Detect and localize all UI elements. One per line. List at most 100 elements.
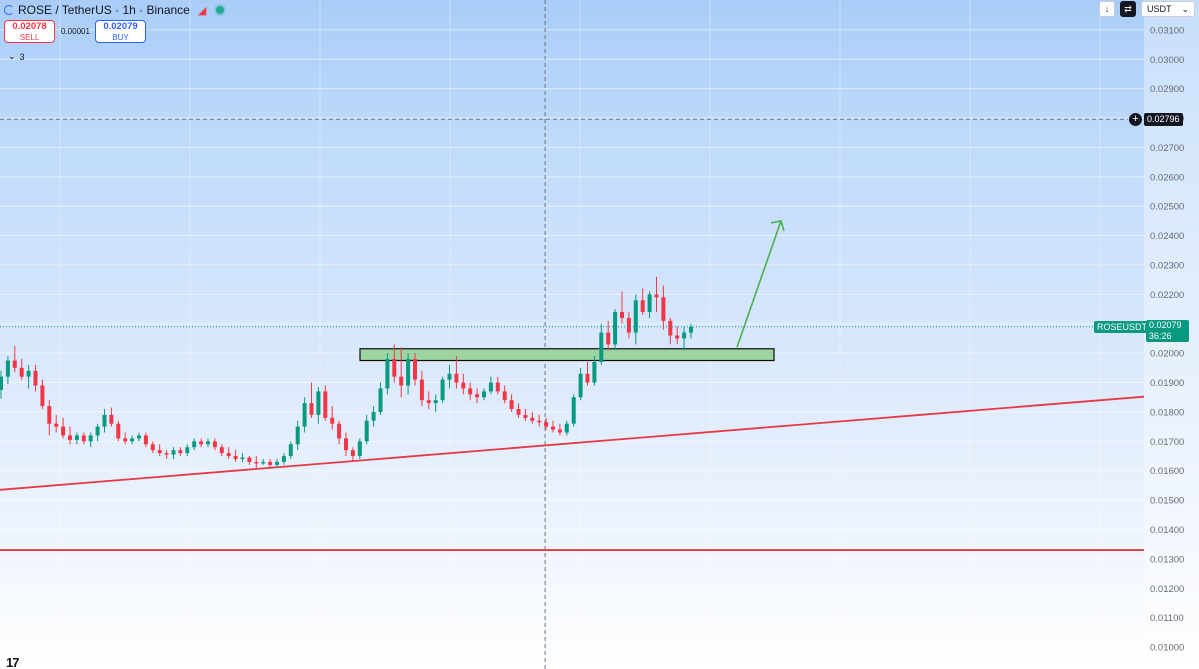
pair-label: ROSEUSDT bbox=[1094, 320, 1151, 333]
candle bbox=[482, 388, 486, 401]
candle bbox=[344, 432, 348, 457]
candle-body bbox=[33, 370, 38, 386]
candle bbox=[661, 285, 666, 330]
candle bbox=[275, 458, 279, 468]
candle-body bbox=[419, 379, 424, 401]
candle-body bbox=[61, 426, 66, 436]
candle-body bbox=[171, 450, 176, 455]
candle-body bbox=[378, 388, 383, 412]
arrow-shaft bbox=[736, 220, 782, 348]
plus-icon[interactable]: + bbox=[1129, 112, 1142, 126]
y-tick-label: 0.01400 bbox=[1150, 525, 1184, 536]
candle bbox=[302, 397, 307, 433]
candle-body bbox=[19, 367, 24, 377]
candle bbox=[268, 458, 273, 468]
candle-body bbox=[199, 441, 204, 445]
candle-body bbox=[516, 409, 521, 415]
candle bbox=[544, 417, 549, 430]
candle bbox=[509, 394, 514, 412]
candle-body bbox=[482, 391, 486, 398]
candle bbox=[192, 438, 197, 451]
candle bbox=[385, 353, 390, 395]
support-zone bbox=[359, 348, 775, 362]
y-tick-label: 0.02000 bbox=[1150, 349, 1184, 360]
tradingview-logo-icon[interactable]: 17 bbox=[6, 655, 20, 669]
candle-body bbox=[143, 435, 148, 445]
candle bbox=[551, 420, 555, 433]
candle bbox=[592, 356, 597, 386]
candle-body bbox=[219, 447, 224, 454]
arrow-down-button[interactable]: ↓ bbox=[1099, 1, 1115, 17]
y-tick-label: 0.01800 bbox=[1150, 407, 1184, 418]
candle-body bbox=[295, 426, 300, 445]
candle-body bbox=[523, 414, 528, 418]
candle bbox=[143, 432, 148, 448]
candle-body bbox=[95, 426, 100, 436]
candle bbox=[440, 376, 445, 404]
candle bbox=[378, 382, 383, 415]
candle bbox=[578, 367, 583, 401]
candle bbox=[47, 400, 52, 436]
candle-body bbox=[495, 382, 500, 392]
indicators-toggle[interactable]: ⌄ 3 bbox=[8, 51, 25, 62]
crosshair-price-tag[interactable]: + 0.02796 bbox=[1129, 112, 1183, 126]
candle bbox=[95, 423, 100, 442]
candle bbox=[640, 288, 645, 315]
y-tick-label: 0.01000 bbox=[1150, 643, 1184, 654]
candle bbox=[495, 376, 500, 395]
candle bbox=[523, 409, 528, 421]
candle bbox=[626, 312, 631, 339]
trendline bbox=[0, 395, 1145, 491]
candle bbox=[433, 394, 438, 412]
candle bbox=[33, 364, 38, 392]
toggle-button[interactable]: ⇄ bbox=[1120, 1, 1136, 17]
candle bbox=[26, 364, 31, 389]
candle-body bbox=[302, 403, 307, 427]
candle-body bbox=[240, 457, 245, 459]
candle bbox=[571, 394, 576, 427]
candle bbox=[316, 386, 321, 424]
candle bbox=[537, 414, 542, 427]
candle-body bbox=[130, 438, 135, 442]
symbol-title[interactable]: ROSE / TetherUS · 1h · Binance bbox=[18, 3, 190, 17]
candle bbox=[157, 444, 162, 457]
candle bbox=[68, 426, 72, 445]
candle-body bbox=[164, 453, 169, 455]
candle-body bbox=[233, 456, 238, 459]
y-tick-label: 0.01100 bbox=[1150, 613, 1184, 624]
currency-select[interactable]: USDT ⌄ bbox=[1141, 1, 1195, 17]
indicators-count: 3 bbox=[19, 51, 25, 62]
candle-body bbox=[226, 453, 231, 457]
candle-body bbox=[640, 300, 645, 313]
candle bbox=[654, 276, 659, 313]
candle bbox=[226, 447, 231, 459]
chevron-down-icon: ⌄ bbox=[8, 51, 16, 61]
candle-body bbox=[399, 376, 404, 386]
candle bbox=[150, 441, 155, 454]
candle-body bbox=[185, 447, 190, 454]
y-tick-label: 0.03000 bbox=[1150, 55, 1184, 66]
candle-body bbox=[247, 457, 252, 462]
sell-label: SELL bbox=[19, 33, 40, 42]
symbol-logo-icon bbox=[4, 5, 14, 15]
buy-button[interactable]: 0.02079 BUY bbox=[95, 20, 146, 43]
y-tick-label: 0.02300 bbox=[1150, 260, 1184, 271]
candle-body bbox=[557, 429, 562, 433]
candle bbox=[233, 450, 238, 462]
live-price: 0.02079 bbox=[1149, 319, 1182, 330]
sell-button[interactable]: 0.02078 SELL bbox=[4, 20, 55, 43]
candle-body bbox=[661, 297, 666, 321]
candle-body bbox=[682, 332, 687, 339]
candle-body bbox=[206, 441, 210, 445]
candle-body bbox=[654, 294, 659, 298]
market-status-icon: ◢ bbox=[197, 4, 207, 17]
projection-arrow bbox=[736, 219, 785, 348]
candle-body bbox=[288, 444, 293, 457]
candle-body bbox=[192, 441, 197, 448]
candle-body bbox=[426, 400, 431, 404]
candle bbox=[675, 326, 680, 345]
candle bbox=[5, 356, 10, 385]
buy-label: BUY bbox=[112, 33, 129, 42]
candle-body bbox=[454, 373, 459, 383]
